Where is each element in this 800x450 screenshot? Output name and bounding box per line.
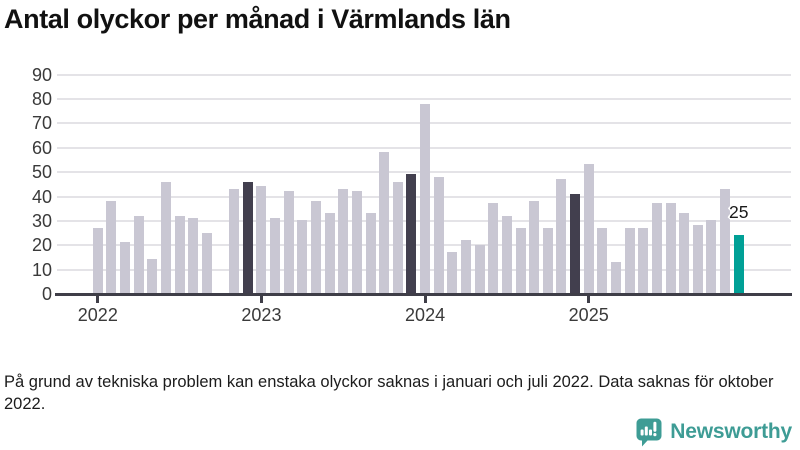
y-axis-label-20: 20 (31, 235, 52, 256)
bar-2023-03 (283, 191, 294, 296)
bar-2023-01 (256, 186, 267, 296)
bar-2025-09 (692, 225, 703, 296)
bar-2024-10 (542, 227, 553, 296)
y-axis-label-50: 50 (31, 162, 52, 183)
bar-2025-02 (597, 227, 608, 296)
x-axis-label-2025: 2025 (568, 305, 609, 325)
bar-2023-12 (406, 174, 417, 296)
x-axis-label-2023: 2023 (241, 305, 282, 325)
bar-2022-06 (160, 181, 171, 296)
chart-footnote: På grund av tekniska problem kan enstaka… (4, 373, 774, 414)
bar-2022-12 (242, 181, 253, 296)
y-axis-label-30: 30 (31, 210, 52, 231)
chart-title: Antal olyckor per månad i Värmlands län (4, 4, 511, 34)
bar-2025-04 (624, 227, 635, 296)
y-axis-label-80: 80 (31, 89, 52, 110)
bar-2022-02 (106, 201, 117, 296)
gridline-80 (57, 98, 791, 101)
y-axis-label-40: 40 (31, 186, 52, 207)
x-axis-tick-2024 (423, 296, 427, 303)
bar-2024-01 (420, 103, 431, 296)
newsworthy-logo[interactable]: Newsworthy (634, 416, 792, 447)
x-axis-tick-2023 (259, 296, 263, 303)
bar-2025-10 (706, 220, 717, 296)
bar-2022-04 (133, 215, 144, 296)
bar-2024-04 (460, 239, 471, 296)
bar-2022-05 (147, 259, 158, 296)
y-axis-label-60: 60 (31, 137, 52, 158)
bar-2023-11 (392, 181, 403, 296)
newsworthy-wordmark: Newsworthy (670, 419, 792, 443)
y-axis-label-10: 10 (31, 259, 52, 280)
bar-2022-01 (92, 227, 103, 296)
bar-2025-01 (583, 164, 594, 296)
bar-2024-12 (570, 193, 581, 296)
bar-2023-10 (379, 152, 390, 296)
x-axis-tick-2025 (587, 296, 591, 303)
bar-2024-03 (447, 252, 458, 296)
bar-2024-09 (529, 201, 540, 296)
y-axis-label-90: 90 (31, 64, 52, 85)
bar-2023-04 (297, 220, 308, 296)
x-axis-label-2022: 2022 (77, 305, 118, 325)
bar-2022-03 (120, 242, 131, 296)
bar-2023-06 (324, 213, 335, 296)
bar-2024-06 (488, 203, 499, 296)
bar-2025-11 (720, 188, 731, 296)
y-axis-label-70: 70 (31, 113, 52, 134)
bar-2024-02 (433, 176, 444, 296)
bar-2022-07 (174, 215, 185, 296)
bar-value-label: 25 (728, 202, 749, 223)
x-axis-label-2024: 2024 (405, 305, 446, 325)
bar-2023-02 (270, 218, 281, 296)
x-axis-line (55, 293, 792, 296)
bar-2022-08 (188, 218, 199, 296)
bar-2025-08 (679, 213, 690, 296)
bar-2025-03 (610, 261, 621, 296)
bar-2023-09 (365, 213, 376, 296)
bar-2024-11 (556, 179, 567, 296)
newsworthy-speech-bubble-bar-chart-icon (636, 418, 662, 447)
bar-2022-11 (229, 188, 240, 296)
bar-2025-07 (665, 203, 676, 296)
bar-2025-05 (638, 227, 649, 296)
gridline-90 (57, 73, 791, 76)
bar-2023-05 (310, 201, 321, 296)
bar-2024-07 (501, 215, 512, 296)
x-axis-tick-2022 (96, 296, 100, 303)
bar-2025-12 (733, 235, 744, 296)
bar-2023-07 (338, 188, 349, 296)
bar-2024-05 (474, 244, 485, 296)
y-axis-label-0: 0 (41, 284, 52, 304)
bar-2025-06 (651, 203, 662, 296)
bar-2024-08 (515, 227, 526, 296)
bar-2022-09 (201, 232, 212, 296)
bar-2023-08 (351, 191, 362, 296)
